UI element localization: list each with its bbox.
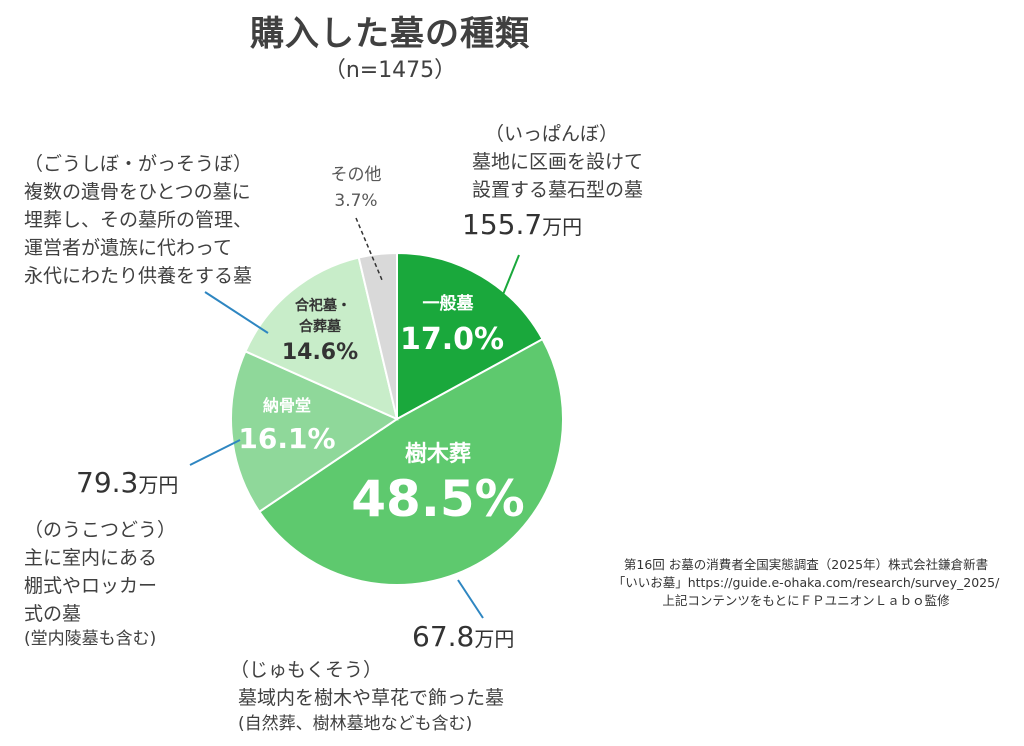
- nokotsudo-price-unit: 万円: [138, 473, 179, 497]
- source-line-3: 上記コンテンツをもとにＦＰユニオンＬａｂｏ監修: [662, 593, 950, 608]
- goushibo-desc-1: 複数の遺骨をひとつの墓に: [24, 181, 251, 203]
- slice-value-nokotsudo: 16.1%: [238, 422, 335, 455]
- goushibo-desc-2: 埋葬し、その墓所の管理、: [24, 209, 253, 231]
- jumokuso-desc: 墓域内を樹木や草花で飾った墓: [238, 687, 505, 709]
- slice-label-nokotsudo: 納骨堂: [263, 396, 311, 415]
- ippanbo-price-unit: 万円: [542, 215, 583, 239]
- nokotsudo-price: 79.3万円: [76, 466, 179, 499]
- sonota-value: 3.7%: [334, 191, 378, 211]
- slice-label-goushibo-1: 合祀墓・: [295, 297, 351, 314]
- slice-label-goushibo-2: 合葬墓: [299, 318, 342, 335]
- ippanbo-desc-1: 墓地に区画を設けて: [472, 151, 644, 173]
- nokotsudo-reading: （のうこつどう）: [24, 519, 177, 541]
- source-line-1: 第16回 お墓の消費者全国実態調査（2025年）株式会社鎌倉新書: [623, 557, 989, 572]
- ippanbo-desc-2: 設置する墓石型の墓: [472, 179, 644, 201]
- jumokuso-price-unit: 万円: [474, 627, 515, 651]
- slice-value-ippanbo: 17.0%: [400, 322, 504, 357]
- leader-line-goushibo: [204, 291, 269, 334]
- goushibo-desc-4: 永代にわたり供養をする墓: [24, 265, 253, 287]
- leader-line-nokotsudo: [189, 439, 241, 466]
- ippanbo-price: 155.7万円: [462, 208, 583, 241]
- pie-slice-1: [257, 337, 565, 586]
- pie-slice-0: [396, 251, 544, 421]
- nokotsudo-desc-1: 主に室内にある: [24, 547, 158, 569]
- leader-line-jumokuso: [457, 579, 484, 619]
- jumokuso-price: 67.8万円: [412, 620, 515, 653]
- goushibo-desc-3: 運営者が遺族に代わって: [24, 237, 233, 259]
- nokotsudo-desc-2: 棚式やロッカー: [24, 575, 158, 597]
- source-line-2: 「いいお墓」https://guide.e-ohaka.com/research…: [612, 575, 1000, 590]
- leader-line-ippanbo: [501, 254, 520, 298]
- source-note: 第16回 お墓の消費者全国実態調査（2025年）株式会社鎌倉新書 「いいお墓」h…: [600, 556, 1012, 610]
- pie-slice-3: [244, 256, 399, 421]
- pie-slice-2: [230, 350, 400, 514]
- ippanbo-reading: （いっぱんぼ）: [485, 123, 619, 145]
- slice-value-jumokuso: 48.5%: [351, 470, 524, 528]
- goushibo-reading: （ごうしぼ・がっそうぼ）: [24, 153, 253, 175]
- slice-label-jumokuso: 樹木葬: [405, 441, 471, 467]
- jumokuso-note: (自然葬、樹林墓地なども含む): [238, 714, 473, 734]
- sonota-label: その他: [330, 165, 382, 185]
- slice-value-goushibo: 14.6%: [282, 340, 358, 365]
- slice-label-ippanbo: 一般墓: [423, 293, 475, 314]
- chart-subtitle: （n=1475）: [323, 58, 457, 83]
- nokotsudo-desc-3: 式の墓: [24, 603, 82, 625]
- chart-title: 購入した墓の種類: [250, 14, 530, 54]
- jumokuso-reading: （じゅもくそう）: [230, 659, 383, 681]
- nokotsudo-note: (堂内陵墓も含む): [24, 629, 157, 649]
- pie-slice-4: [357, 251, 398, 420]
- leader-line-sonota: [355, 217, 383, 281]
